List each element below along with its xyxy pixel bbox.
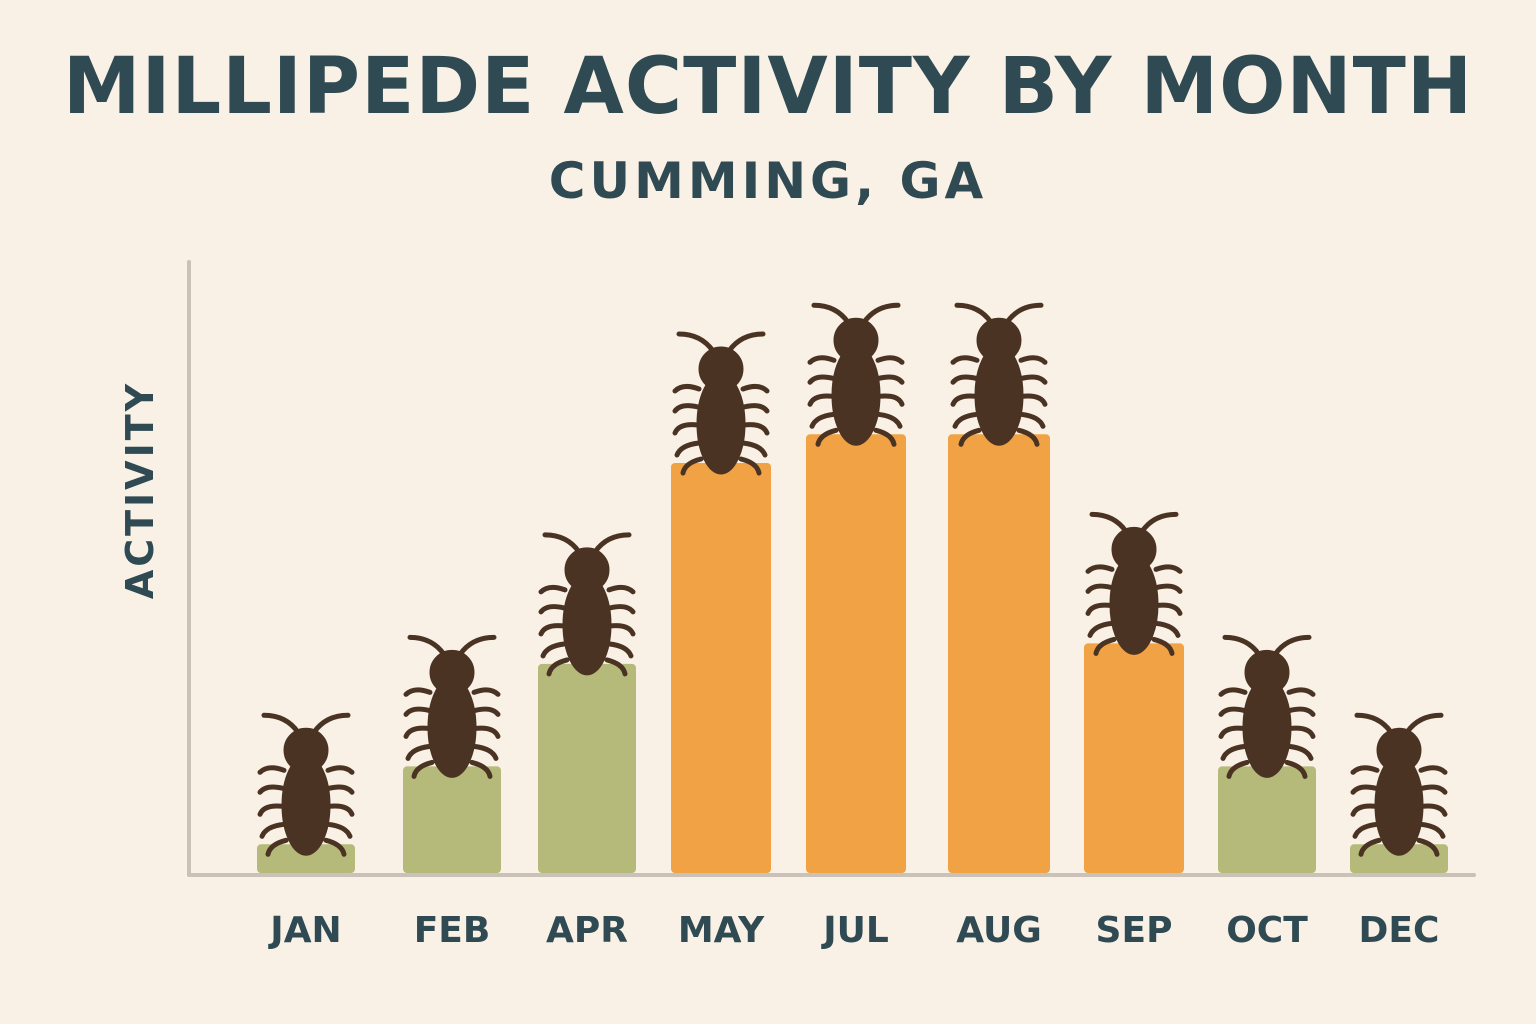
chart-title: MILLIPEDE ACTIVITY BY MONTH bbox=[62, 42, 1474, 132]
bar-apr bbox=[538, 663, 636, 873]
x-tick-label-jul: JUL bbox=[820, 910, 889, 951]
millipede-icon bbox=[675, 334, 767, 474]
millipede-icon bbox=[541, 535, 633, 675]
bar-may bbox=[671, 463, 771, 873]
bar-jan bbox=[257, 844, 355, 873]
bars-layer bbox=[257, 434, 1448, 873]
bar-sep bbox=[1084, 643, 1184, 873]
x-tick-label-apr: APR bbox=[546, 910, 628, 951]
bar-aug bbox=[948, 434, 1050, 873]
millipede-icon bbox=[1353, 715, 1445, 855]
millipede-icon bbox=[260, 715, 352, 855]
x-tick-label-aug: AUG bbox=[956, 910, 1042, 951]
chart-subtitle: CUMMING, GA bbox=[548, 152, 988, 210]
x-tick-label-oct: OCT bbox=[1226, 910, 1308, 951]
millipede-icon bbox=[1088, 514, 1180, 654]
bar-oct bbox=[1218, 766, 1316, 873]
x-tick-label-feb: FEB bbox=[414, 910, 491, 951]
x-tick-label-dec: DEC bbox=[1359, 910, 1440, 951]
bar-jul bbox=[806, 434, 906, 873]
bar-feb bbox=[403, 766, 501, 873]
millipede-icon bbox=[1221, 637, 1313, 777]
millipede-icon bbox=[953, 305, 1045, 445]
x-tick-labels: JAN FEB APR MAY JUL AUG SEP OCT DEC bbox=[267, 910, 1439, 951]
millipede-icon bbox=[810, 305, 902, 445]
x-tick-label-may: MAY bbox=[678, 910, 765, 951]
x-tick-label-jan: JAN bbox=[267, 910, 341, 951]
millipede-icon bbox=[406, 637, 498, 777]
x-tick-label-sep: SEP bbox=[1096, 910, 1173, 951]
bar-dec bbox=[1350, 844, 1448, 873]
